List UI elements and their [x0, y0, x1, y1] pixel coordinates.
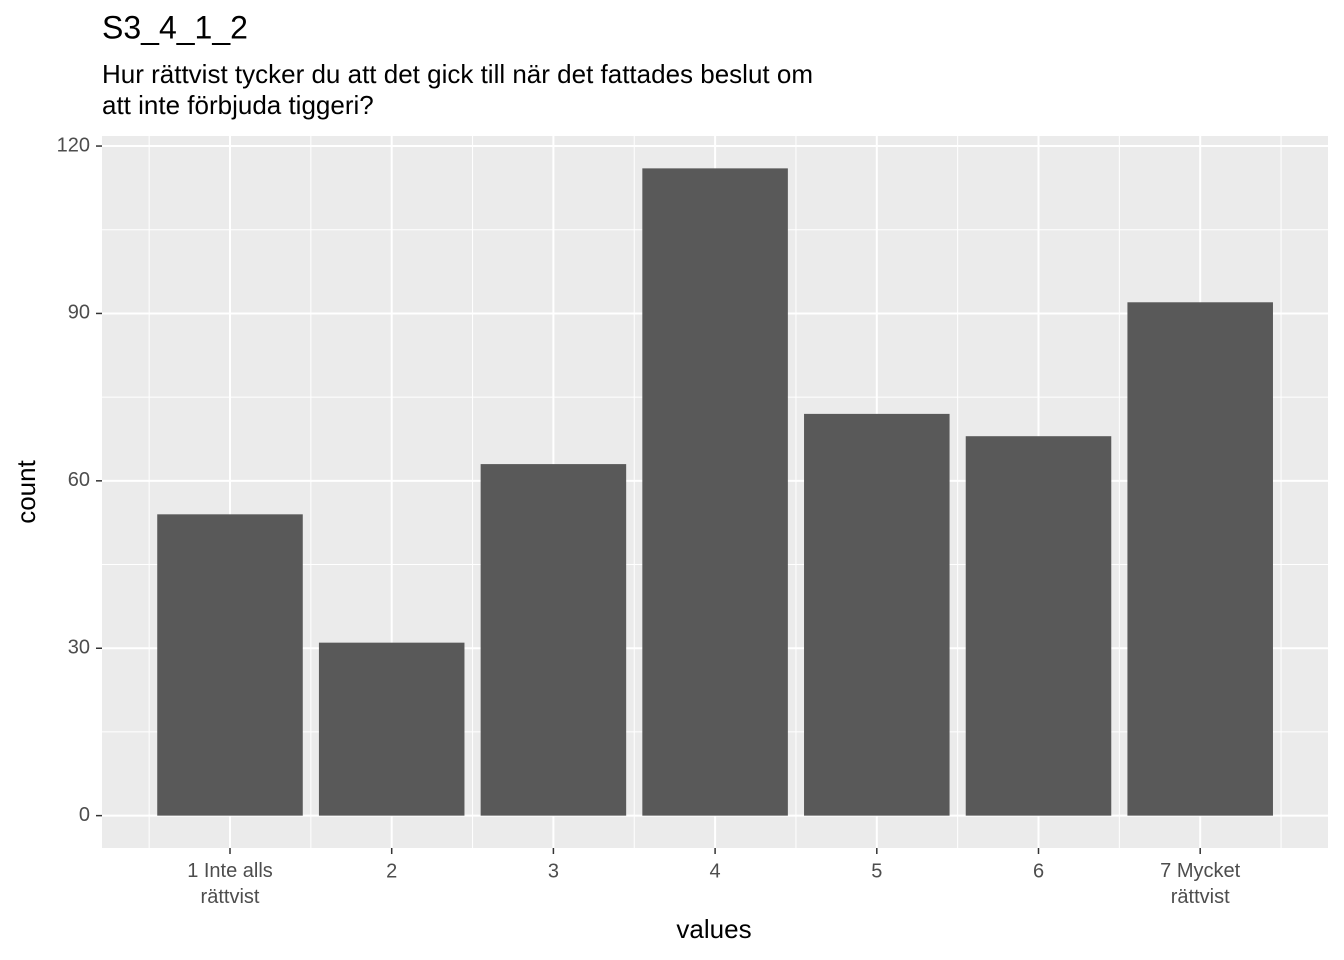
x-tick-label: 5 — [871, 860, 882, 882]
x-tick-label: 1 Inte alls rättvist — [187, 860, 273, 908]
y-tick-label: 120 — [57, 134, 90, 156]
bar — [642, 168, 788, 816]
x-tick-label: 7 Mycket rättvist — [1160, 860, 1240, 908]
bar — [157, 514, 303, 816]
chart-subtitle: Hur rättvist tycker du att det gick till… — [102, 59, 813, 120]
x-tick-label: 4 — [710, 860, 721, 882]
x-tick-label: 2 — [386, 860, 397, 882]
bar — [318, 642, 465, 816]
x-tick-label: 3 — [548, 860, 559, 882]
x-axis-title: values — [676, 914, 751, 944]
bar — [1127, 302, 1273, 816]
bar — [804, 413, 950, 816]
y-tick-label: 90 — [68, 302, 90, 324]
bar — [480, 464, 627, 816]
y-tick-label: 0 — [79, 804, 90, 826]
y-tick-label: 60 — [68, 469, 90, 491]
chart-title: S3_4_1_2 — [102, 9, 248, 45]
bar — [965, 436, 1112, 816]
y-axis-title: count — [11, 459, 41, 523]
x-tick-label: 6 — [1033, 860, 1044, 882]
y-tick-label: 30 — [68, 637, 90, 659]
